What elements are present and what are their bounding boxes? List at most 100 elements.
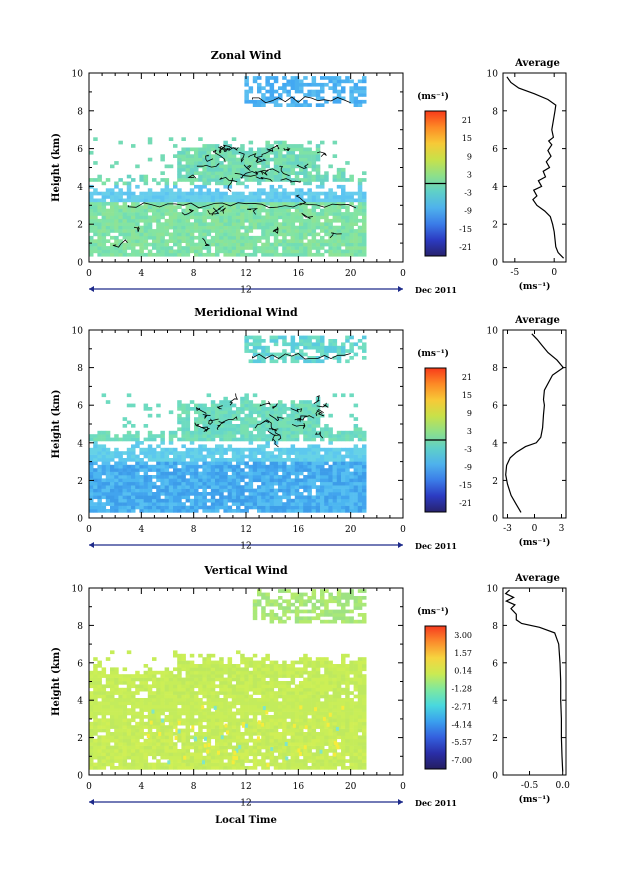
profile-frame <box>502 72 567 263</box>
date-axis-left-arrow <box>89 286 94 292</box>
x-tick-label: 0 <box>86 782 92 792</box>
colorbar-tick-label: 3 <box>467 427 472 436</box>
colorbar-unit: (ms⁻¹) <box>417 348 449 359</box>
profile-y-tick-label: 10 <box>487 327 499 337</box>
profile-y-tick-label: 0 <box>492 515 498 525</box>
x-tick-label: 4 <box>138 525 144 535</box>
date-axis-right-arrow <box>398 286 403 292</box>
date-axis-left-arrow <box>89 542 94 548</box>
x-tick-label: 4 <box>138 269 144 279</box>
profile-y-tick-label: 10 <box>487 585 499 595</box>
profile-title: Average <box>514 573 560 584</box>
x-tick-label: 8 <box>191 525 197 535</box>
y-tick-label: 6 <box>77 145 83 155</box>
y-tick-label: 4 <box>77 439 83 449</box>
colorbar-tick-label: -4.14 <box>451 720 472 729</box>
profile-x-tick-label: -3 <box>503 524 512 534</box>
heatmap-cells <box>89 589 367 770</box>
y-tick-label: 6 <box>77 402 83 412</box>
colorbar-tick-label: 15 <box>462 134 472 143</box>
colorbar-tick-label: 21 <box>462 373 472 382</box>
y-axis-label: Height (km) <box>51 133 62 202</box>
x-tick-label: 16 <box>293 525 305 535</box>
heatmap-cells <box>89 335 367 513</box>
y-tick-label: 8 <box>77 364 83 374</box>
x-tick-label: 12 <box>240 782 251 792</box>
profile-line <box>506 76 565 259</box>
colorbar-unit: (ms⁻¹) <box>417 91 449 102</box>
x-axis: 0 4 8 12 16 20 0 <box>86 330 406 535</box>
colorbar-tick-label: -7.00 <box>451 756 472 765</box>
colorbar-scale <box>424 625 447 770</box>
profile-x-label: (ms⁻¹) <box>519 281 551 292</box>
colorbar-tick-label: 0.14 <box>454 667 472 676</box>
colorbar-tick-label: -3 <box>464 445 472 454</box>
y-tick-label: 8 <box>77 107 83 117</box>
date-label: Dec 2011 <box>415 541 457 551</box>
profile-y-tick-label: 6 <box>492 659 498 669</box>
y-axis: 0 2 4 6 8 10 Height (km) <box>51 327 403 525</box>
x-tick-label: 0 <box>86 269 92 279</box>
x-axis: 0 4 8 12 16 20 0 <box>86 73 406 279</box>
y-axis-label: Height (km) <box>51 390 62 459</box>
profile-y-tick-label: 2 <box>492 734 498 744</box>
profile-title: Average <box>514 315 560 326</box>
colorbar-tick-label: 21 <box>462 116 472 125</box>
colorbar-tick-label: 1.57 <box>454 649 472 658</box>
colorbar-tick-label: -21 <box>459 499 472 508</box>
colorbar-tick-label: -5.57 <box>451 738 472 747</box>
profile-y-tick-label: 4 <box>492 697 498 707</box>
profile-y-tick-label: 8 <box>492 364 498 374</box>
average-profile: Average 0 2 4 6 8 10 -0.5 0.0 (ms⁻¹) <box>487 573 571 805</box>
colorbar-tick-label: 9 <box>467 152 472 161</box>
date-marker: 12 <box>240 799 251 809</box>
y-tick-label: 2 <box>77 221 83 231</box>
date-marker: 12 <box>240 286 251 296</box>
profile-title: Average <box>514 58 560 69</box>
date-marker: 12 <box>240 542 251 552</box>
profile-x-tick-label: 0.0 <box>556 781 571 791</box>
profile-y-tick-label: 0 <box>492 772 498 782</box>
y-tick-label: 10 <box>72 327 84 337</box>
profile-y-tick-label: 2 <box>492 221 498 231</box>
x-axis: 0 4 8 12 16 20 0 <box>86 588 406 792</box>
y-tick-label: 0 <box>77 515 83 525</box>
profile-x-tick-label: 3 <box>559 524 565 534</box>
y-tick-label: 0 <box>77 772 83 782</box>
colorbar-tick-label: -2.71 <box>451 702 472 711</box>
chart-title: Vertical Wind <box>203 564 288 577</box>
y-tick-label: 2 <box>77 477 83 487</box>
date-axis: 12 Dec 2011 <box>89 798 457 809</box>
heatmap-cells <box>89 76 367 257</box>
profile-x-tick-label: 0 <box>532 524 538 534</box>
zero-contour <box>112 96 357 248</box>
colorbar-unit: (ms⁻¹) <box>417 606 449 617</box>
x-tick-label: 0 <box>400 525 406 535</box>
x-tick-label: 12 <box>240 525 251 535</box>
date-axis: 12 Dec 2011 <box>89 541 457 552</box>
profile-x-tick-label: -0.5 <box>521 781 539 791</box>
x-tick-label: 20 <box>345 782 357 792</box>
profile-y-tick-label: 4 <box>492 439 498 449</box>
profile-y-tick-label: 8 <box>492 622 498 632</box>
date-axis-left-arrow <box>89 799 94 805</box>
y-tick-label: 2 <box>77 734 83 744</box>
colorbar: (ms⁻¹) 21 15 9 3 -3 -9 -15 -21 <box>417 91 472 257</box>
colorbar-tick-label: -15 <box>459 481 472 490</box>
date-axis: 12 Dec 2011 <box>89 285 457 296</box>
profile-y-tick-label: 8 <box>492 107 498 117</box>
profile-y-tick-label: 6 <box>492 145 498 155</box>
y-axis-label: Height (km) <box>51 647 62 716</box>
chart-panel: Meridional Wind 0 2 4 6 8 10 Height (km) 0 4 8 12 16… <box>51 306 567 552</box>
profile-y-tick-label: 2 <box>492 477 498 487</box>
x-tick-label: 8 <box>191 269 197 279</box>
average-profile: Average 0 2 4 6 8 10 -3 0 3 (ms⁻¹) <box>487 315 567 548</box>
y-tick-label: 8 <box>77 622 83 632</box>
colorbar: (ms⁻¹) 3.00 1.57 0.14 -1.28 -2.71 -4.14 -5.57 -7… <box>417 606 472 770</box>
profile-y-tick-label: 6 <box>492 402 498 412</box>
colorbar-tick-label: 3 <box>467 170 472 179</box>
